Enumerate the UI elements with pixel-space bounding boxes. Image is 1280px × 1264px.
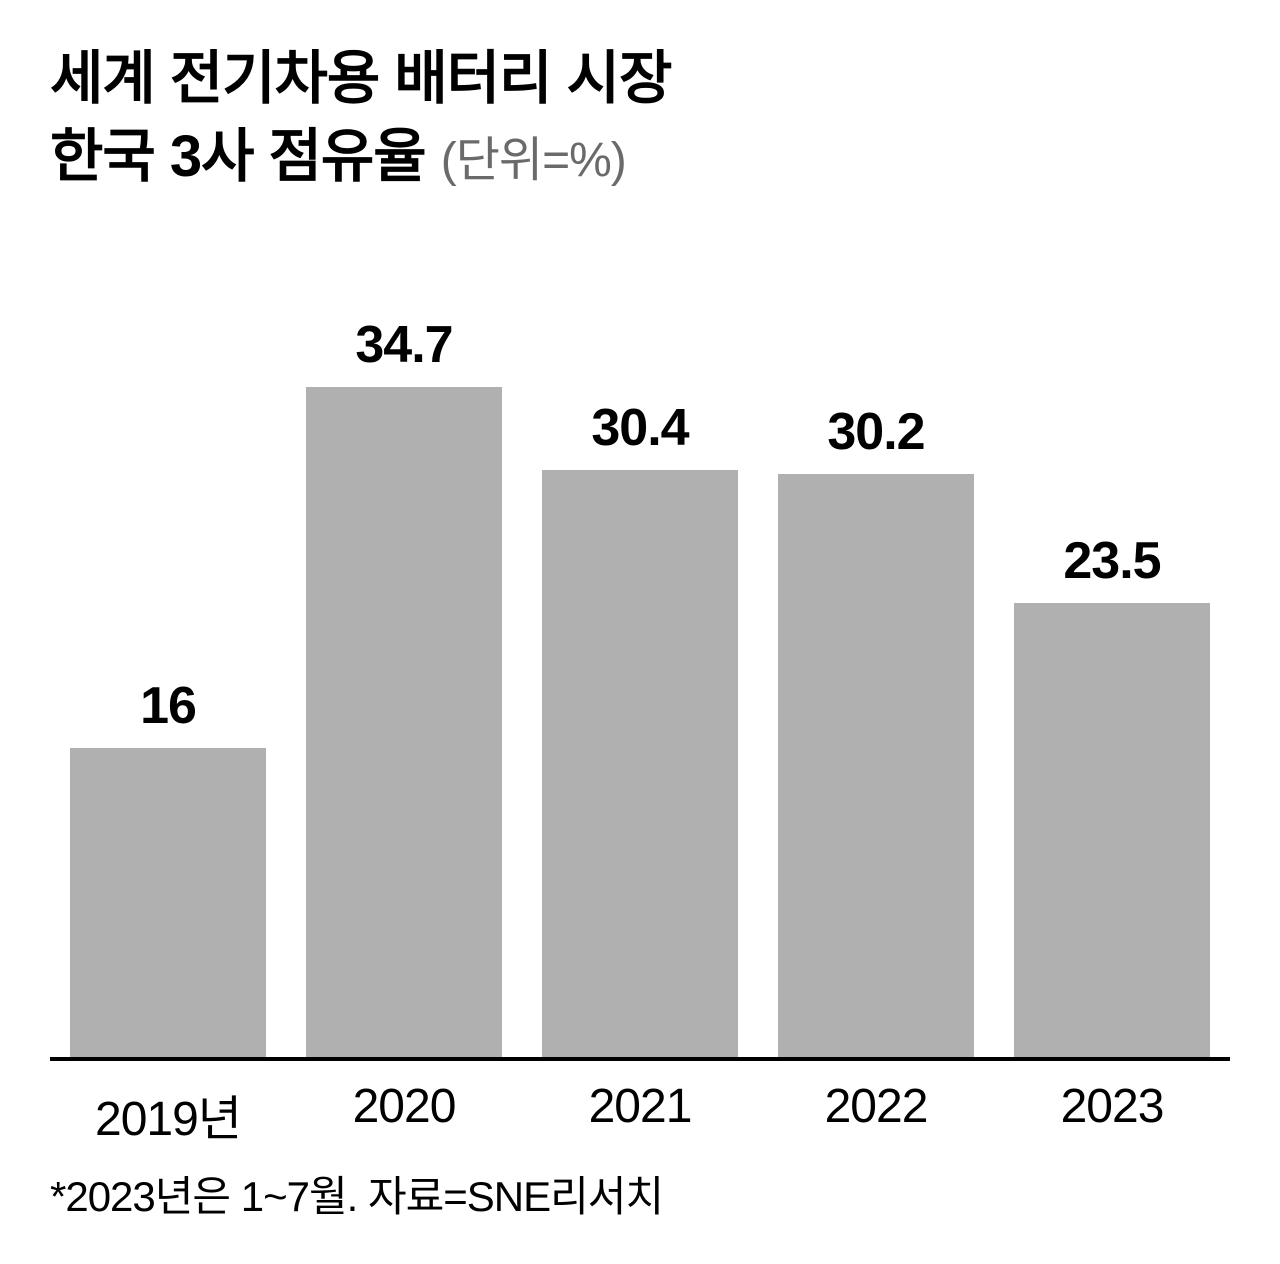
bar-0: 16	[70, 247, 266, 1057]
plot-area: 16 34.7 30.4 30.2 23.5 2019년 2020 2021 2022 2023…	[50, 247, 1230, 1224]
chart-container: 세계 전기차용 배터리 시장 한국 3사 점유율 (단위=%) 16 34.7 30…	[50, 40, 1230, 1224]
bar-value-label-1: 34.7	[355, 315, 452, 375]
bar-value-label-4: 23.5	[1063, 531, 1160, 591]
bar-rect-0	[70, 748, 266, 1057]
title-unit: (단위=%)	[441, 134, 626, 187]
x-axis-labels: 2019년 2020 2021 2022 2023	[50, 1061, 1230, 1149]
bar-rect-2	[542, 470, 738, 1057]
title-line-1: 세계 전기차용 배터리 시장	[50, 40, 1230, 118]
bar-rect-3	[778, 474, 974, 1057]
bar-value-label-2: 30.4	[591, 398, 688, 458]
bar-3: 30.2	[778, 247, 974, 1057]
bar-4: 23.5	[1014, 247, 1210, 1057]
x-label-4: 2023	[1014, 1079, 1210, 1149]
bar-rect-1	[306, 387, 502, 1057]
bar-2: 30.4	[542, 247, 738, 1057]
bar-rect-4	[1014, 603, 1210, 1057]
bar-value-label-0: 16	[140, 676, 196, 736]
bars-region: 16 34.7 30.4 30.2 23.5	[50, 247, 1230, 1061]
title-main: 한국 3사 점유율	[50, 124, 426, 189]
x-label-2: 2021	[542, 1079, 738, 1149]
chart-footnote: *2023년은 1~7월. 자료=SNE리서치	[50, 1163, 1230, 1224]
bar-value-label-3: 30.2	[827, 402, 924, 462]
chart-title: 세계 전기차용 배터리 시장 한국 3사 점유율 (단위=%)	[50, 40, 1230, 197]
bar-1: 34.7	[306, 247, 502, 1057]
x-label-1: 2020	[306, 1079, 502, 1149]
x-label-0: 2019년	[70, 1079, 266, 1149]
title-line-2: 한국 3사 점유율 (단위=%)	[50, 118, 1230, 196]
x-label-3: 2022	[778, 1079, 974, 1149]
